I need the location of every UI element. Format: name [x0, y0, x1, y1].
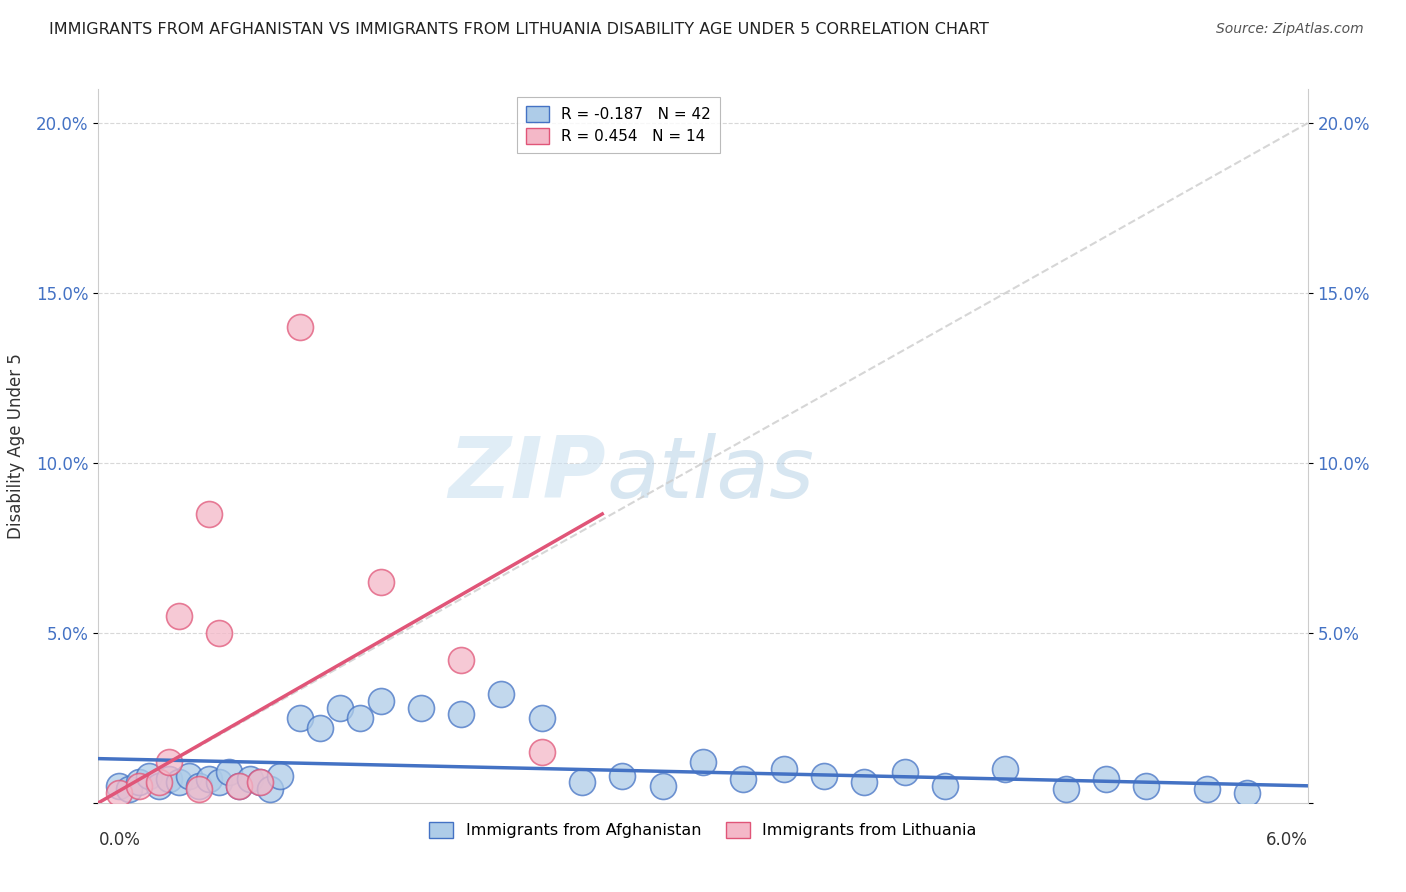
- Point: [259, 782, 281, 797]
- Point: [107, 779, 129, 793]
- Text: 0.0%: 0.0%: [98, 831, 141, 849]
- Point: [309, 721, 332, 735]
- Text: Source: ZipAtlas.com: Source: ZipAtlas.com: [1216, 22, 1364, 37]
- Point: [167, 608, 190, 623]
- Point: [188, 782, 211, 797]
- Point: [228, 779, 250, 793]
- Point: [218, 765, 240, 780]
- Point: [228, 779, 250, 793]
- Point: [128, 775, 150, 789]
- Point: [148, 775, 170, 789]
- Point: [157, 772, 180, 786]
- Point: [491, 687, 513, 701]
- Point: [409, 700, 432, 714]
- Point: [772, 762, 794, 776]
- Point: [288, 711, 311, 725]
- Point: [167, 775, 190, 789]
- Point: [450, 653, 472, 667]
- Point: [249, 775, 271, 789]
- Point: [370, 574, 392, 589]
- Point: [450, 707, 472, 722]
- Point: [148, 779, 170, 793]
- Point: [994, 762, 1017, 776]
- Text: 6.0%: 6.0%: [1265, 831, 1308, 849]
- Legend: Immigrants from Afghanistan, Immigrants from Lithuania: Immigrants from Afghanistan, Immigrants …: [423, 815, 983, 845]
- Point: [813, 769, 835, 783]
- Point: [118, 782, 141, 797]
- Point: [138, 769, 160, 783]
- Point: [107, 786, 129, 800]
- Point: [208, 775, 231, 789]
- Point: [188, 779, 211, 793]
- Point: [208, 626, 231, 640]
- Point: [288, 320, 311, 334]
- Point: [1054, 782, 1077, 797]
- Point: [1135, 779, 1157, 793]
- Point: [1195, 782, 1218, 797]
- Point: [692, 755, 714, 769]
- Point: [128, 779, 150, 793]
- Point: [1236, 786, 1258, 800]
- Point: [934, 779, 956, 793]
- Point: [349, 711, 371, 725]
- Point: [269, 769, 291, 783]
- Point: [651, 779, 673, 793]
- Point: [571, 775, 593, 789]
- Text: IMMIGRANTS FROM AFGHANISTAN VS IMMIGRANTS FROM LITHUANIA DISABILITY AGE UNDER 5 : IMMIGRANTS FROM AFGHANISTAN VS IMMIGRANT…: [49, 22, 988, 37]
- Point: [612, 769, 634, 783]
- Point: [370, 694, 392, 708]
- Point: [198, 772, 221, 786]
- Point: [239, 772, 262, 786]
- Point: [1095, 772, 1118, 786]
- Y-axis label: Disability Age Under 5: Disability Age Under 5: [7, 353, 25, 539]
- Text: ZIP: ZIP: [449, 433, 606, 516]
- Text: atlas: atlas: [606, 433, 814, 516]
- Point: [853, 775, 876, 789]
- Point: [733, 772, 755, 786]
- Point: [329, 700, 352, 714]
- Point: [198, 507, 221, 521]
- Point: [893, 765, 915, 780]
- Point: [530, 711, 553, 725]
- Point: [249, 775, 271, 789]
- Point: [179, 769, 201, 783]
- Point: [530, 745, 553, 759]
- Point: [157, 755, 180, 769]
